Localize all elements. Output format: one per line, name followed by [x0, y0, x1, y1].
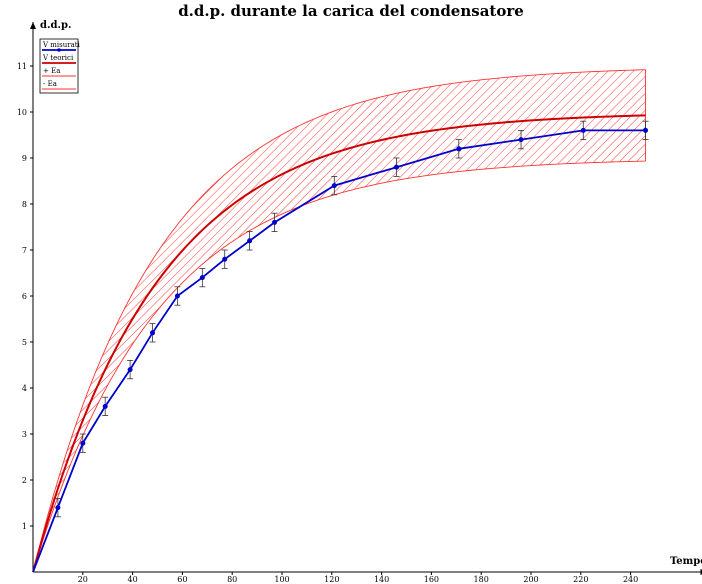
legend-marker	[57, 48, 61, 52]
data-point	[80, 440, 86, 446]
legend: V misurati V teorici + Ea - Ea	[39, 38, 81, 94]
x-tick-label: 220	[573, 575, 588, 584]
data-point	[456, 146, 462, 152]
data-point	[580, 127, 586, 133]
data-point	[150, 330, 156, 336]
x-tick-label: 240	[623, 575, 638, 584]
legend-box	[39, 38, 79, 94]
x-tick-label: 40	[128, 575, 138, 584]
y-tick-label: 8	[22, 200, 27, 209]
lower-error-line	[32, 160, 646, 573]
data-point	[174, 293, 180, 299]
y-tick-label: 11	[17, 62, 27, 71]
x-axis-label: Tempo	[670, 556, 702, 567]
x-tick-label: 60	[177, 575, 187, 584]
x-tick-label: 80	[227, 575, 237, 584]
data-point	[272, 219, 278, 225]
y-axis-label: d.d.p.	[40, 20, 71, 31]
data-point	[518, 137, 524, 143]
x-tick-label: 180	[474, 575, 489, 584]
x-tick-label: 140	[374, 575, 389, 584]
y-tick-label: 5	[22, 338, 27, 347]
data-point	[247, 238, 253, 244]
data-points	[54, 120, 649, 518]
data-point	[394, 164, 400, 170]
x-tick-label: 100	[274, 575, 289, 584]
error-band	[33, 69, 646, 572]
theoretical-curve	[32, 114, 646, 573]
x-tick-label: 160	[424, 575, 439, 584]
data-point	[102, 403, 108, 409]
x-tick-label: 120	[324, 575, 339, 584]
y-tick-label: 1	[22, 522, 27, 531]
axes: 20 40 60 80 100 120 140 160 180 200 220 240 1 2 3 4 5 6 7 8…	[17, 22, 702, 584]
data-point	[222, 256, 228, 262]
legend-label: V teorici	[42, 54, 74, 62]
data-point	[127, 367, 133, 373]
legend-label: - Ea	[43, 80, 57, 88]
y-tick-label: 3	[22, 430, 27, 439]
y-tick-label: 9	[22, 154, 27, 163]
data-point	[331, 183, 337, 189]
data-point	[55, 505, 61, 511]
x-tick-label: 200	[523, 575, 538, 584]
data-point	[643, 127, 649, 133]
y-tick-label: 7	[22, 246, 27, 255]
y-tick-label: 6	[22, 292, 27, 301]
error-band-fill	[33, 69, 646, 572]
legend-label: + Ea	[43, 67, 60, 75]
y-tick-label: 10	[17, 108, 27, 117]
data-point	[199, 275, 205, 281]
y-tick-label: 4	[22, 384, 27, 393]
upper-error-line	[32, 69, 646, 573]
x-tick-label: 20	[78, 575, 88, 584]
y-axis-arrow	[30, 22, 36, 29]
legend-label: V misurati	[42, 41, 81, 49]
y-tick-label: 2	[22, 476, 27, 485]
chart-title: d.d.p. durante la carica del condensator…	[178, 2, 524, 20]
